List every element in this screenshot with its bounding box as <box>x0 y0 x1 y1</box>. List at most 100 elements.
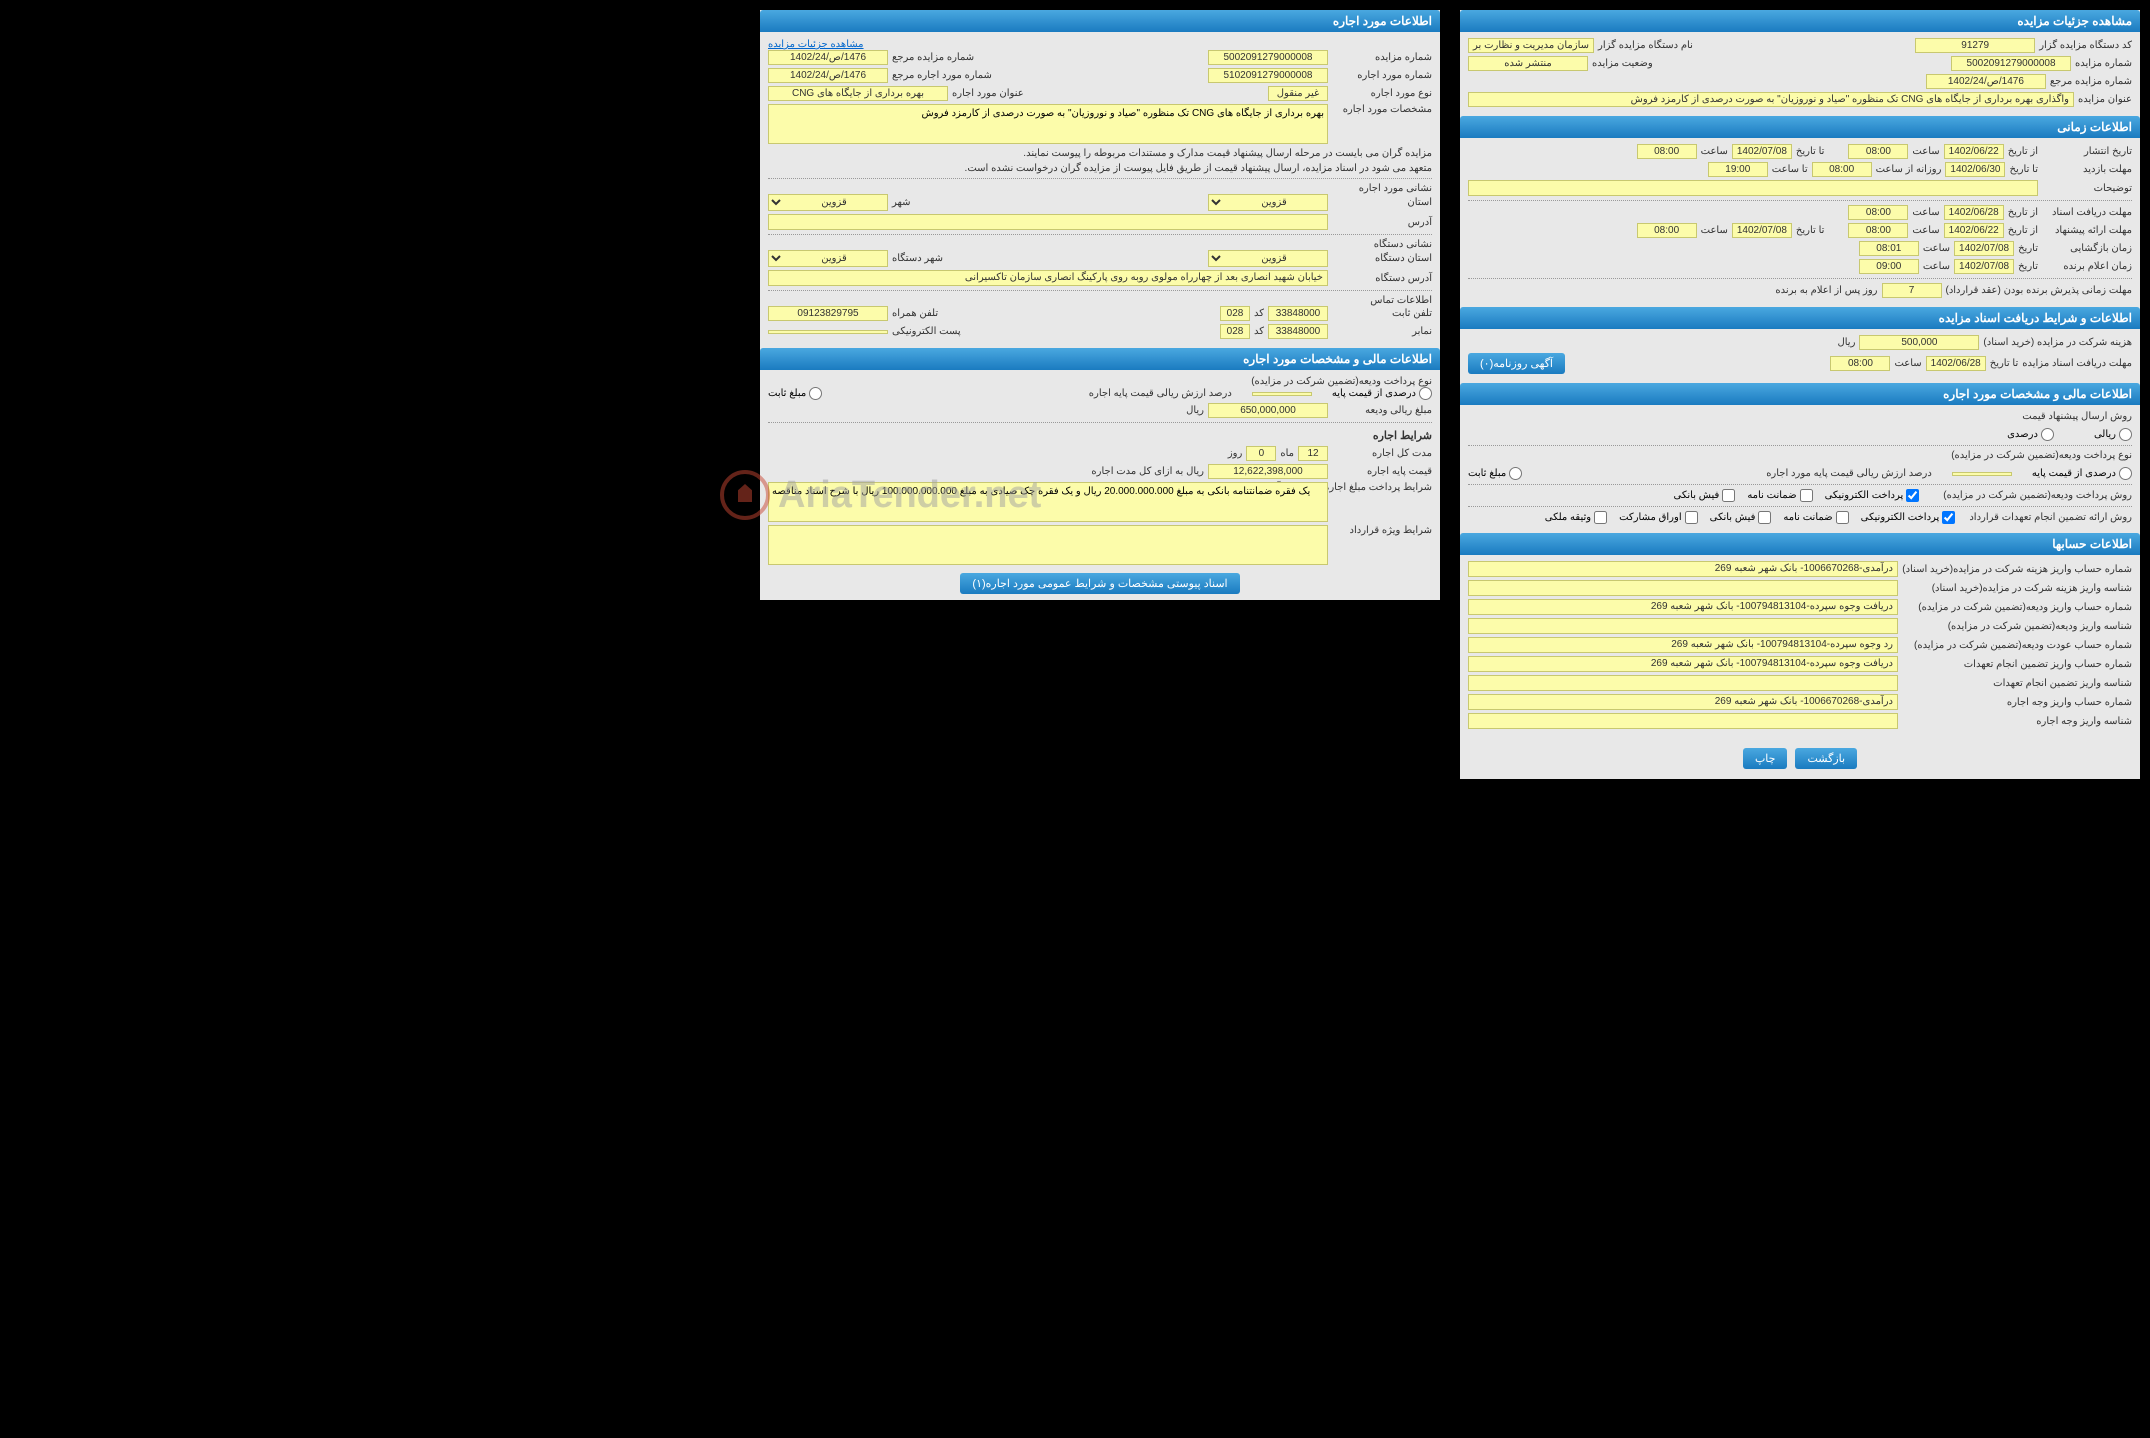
code-value-1: 028 <box>1220 306 1250 321</box>
lease-type-label: نوع مورد اجاره <box>1332 88 1432 99</box>
org-address-value: خیابان شهید انصاری بعد از چهارراه مولوی … <box>768 270 1328 286</box>
to-date-label-1: تا تاریخ <box>1796 146 1825 157</box>
l-radio-fixed[interactable]: مبلغ ثابت <box>768 387 822 400</box>
chk-bank[interactable]: فیش بانکی <box>1674 489 1736 502</box>
ref-no-label: شماره مزایده مرجع <box>2050 76 2132 87</box>
acc6-label: شماره حساب واریز تضمین انجام تعهدات <box>1902 659 2132 670</box>
radio-percent-base[interactable]: درصدی از قیمت پایه <box>2032 467 2132 480</box>
accept-period-label: مهلت زمانی پذیرش برنده بودن (عقد قرارداد… <box>1946 285 2133 296</box>
chk-guarantee2-input[interactable] <box>1836 511 1849 524</box>
acc2-value <box>1468 580 1898 596</box>
acc9-value <box>1468 713 1898 729</box>
chk-stocks[interactable]: اوراق مشارکت <box>1619 511 1698 524</box>
time-label-3: ساعت <box>1912 207 1939 218</box>
mobile-label: تلفن همراه <box>892 308 938 319</box>
to-date-label-2: تا تاریخ <box>2009 164 2038 175</box>
l-radio-fixed-input[interactable] <box>809 387 822 400</box>
separator-6 <box>768 178 1432 179</box>
radio-percent-base-input[interactable] <box>2119 467 2132 480</box>
city-select[interactable]: قزوین <box>768 194 888 211</box>
l-auction-no-label: شماره مزایده <box>1332 52 1432 63</box>
chk-epay2[interactable]: پرداخت الکترونیکی <box>1861 511 1956 524</box>
province-select[interactable]: قزوین <box>1208 194 1328 211</box>
time-body: تاریخ انتشار از تاریخ 1402/06/22 ساعت 08… <box>1460 138 2140 307</box>
section-header-time: اطلاعات زمانی <box>1460 116 2140 138</box>
lease-no: 5102091279000008 <box>1208 68 1328 83</box>
day-label: روز <box>1228 448 1243 459</box>
view-details-link[interactable]: مشاهده جزئیات مزایده <box>768 39 864 50</box>
pub-to-date: 1402/07/08 <box>1732 144 1792 159</box>
date-label-2: تاریخ <box>2018 261 2038 272</box>
radio-percent-input[interactable] <box>2041 428 2054 441</box>
org-city-select[interactable]: قزوین <box>768 250 888 267</box>
lease-ref-label: شماره مورد اجاره مرجع <box>892 70 992 81</box>
months-value: 12 <box>1298 446 1328 461</box>
visit-daily-to: 19:00 <box>1708 162 1768 177</box>
separator <box>1468 200 2132 201</box>
chk-epay2-input[interactable] <box>1942 511 1955 524</box>
l-radio-percent[interactable]: درصدی از قیمت پایه <box>1332 387 1432 400</box>
l-percent-value <box>1252 392 1312 396</box>
percent-value <box>1952 472 2012 476</box>
acc4-label: شناسه واریز ودیعه(تضمین شرکت در مزایده) <box>1902 621 2132 632</box>
chk-stocks-input[interactable] <box>1685 511 1698 524</box>
fee-label: هزینه شرکت در مزایده (خرید اسناد) <box>1983 337 2132 348</box>
visit-label: مهلت بازدید <box>2042 164 2132 175</box>
chk-guarantee2[interactable]: ضمانت نامه <box>1783 511 1848 524</box>
visit-to-date: 1402/06/30 <box>1945 162 2005 177</box>
separator-3 <box>1468 445 2132 446</box>
auction-no-label: شماره مزایده <box>2075 58 2132 69</box>
pub-to-time: 08:00 <box>1637 144 1697 159</box>
acc5-label: شماره حساب عودت ودیعه(تضمین شرکت در مزای… <box>1902 640 2132 651</box>
phone-label: تلفن ثابت <box>1332 308 1432 319</box>
offer-deadline-label: مهلت ارائه پیشنهاد <box>2042 225 2132 236</box>
deposit-amount: 650,000,000 <box>1208 403 1328 418</box>
time-label-1: ساعت <box>1912 146 1939 157</box>
open-label: زمان بازگشایی <box>2042 243 2132 254</box>
newspaper-button[interactable]: آگهی روزنامه(۰) <box>1468 353 1565 374</box>
acc7-value <box>1468 675 1898 691</box>
time-label-7: ساعت <box>1923 261 1950 272</box>
address-value <box>768 214 1328 230</box>
chk-bank2[interactable]: فیش بانکی <box>1710 511 1772 524</box>
accept-unit: روز پس از اعلام به برنده <box>1775 285 1877 296</box>
radio-rial-input[interactable] <box>2119 428 2132 441</box>
chk-guarantee[interactable]: ضمانت نامه <box>1747 489 1812 502</box>
winner-time: 09:00 <box>1859 259 1919 274</box>
from-date-label-1: از تاریخ <box>2008 146 2038 157</box>
radio-rial[interactable]: ریالی <box>2094 428 2132 441</box>
button-row: بازگشت چاپ <box>1460 738 2140 779</box>
chk-bank2-input[interactable] <box>1758 511 1771 524</box>
base-price-label: قیمت پایه اجاره <box>1332 466 1432 477</box>
visit-daily-to-label: تا ساعت <box>1772 164 1808 175</box>
month-label: ماه <box>1280 448 1294 459</box>
acc6-value: دریافت وجوه سپرده-100794813104- بانک شهر… <box>1468 656 1898 672</box>
radio-fixed[interactable]: مبلغ ثابت <box>1468 467 1522 480</box>
doc-deadline2-label: مهلت دریافت اسناد مزایده <box>2022 358 2132 369</box>
percent-arzesh-label: درصد ارزش ریالی قیمت پایه مورد اجاره <box>1766 468 1932 479</box>
print-button[interactable]: چاپ <box>1743 748 1788 769</box>
chk-bank-input[interactable] <box>1722 489 1735 502</box>
chk-epay[interactable]: پرداخت الکترونیکی <box>1825 489 1920 502</box>
back-button[interactable]: بازگشت <box>1795 748 1857 769</box>
status-value: منتشر شده <box>1468 56 1588 71</box>
acc9-label: شناسه واریز وجه اجاره <box>1902 716 2132 727</box>
chk-property[interactable]: وثیقه ملکی <box>1545 511 1607 524</box>
note-2: متعهد می شود در اسناد مزایده، ارسال پیشن… <box>768 163 1432 174</box>
radio-percent[interactable]: درصدی <box>2007 428 2054 441</box>
title-value: واگذاری بهره برداری از جایگاه های CNG تک… <box>1468 92 2074 107</box>
date-label-1: تاریخ <box>2018 243 2038 254</box>
radio-fixed-input[interactable] <box>1509 467 1522 480</box>
org-province-select[interactable]: قزوین <box>1208 250 1328 267</box>
auction-no-value: 5002091279000008 <box>1951 56 2071 71</box>
chk-guarantee-input[interactable] <box>1800 489 1813 502</box>
acc1-value: درآمدی-1006670268- بانک شهر شعبه 269 <box>1468 561 1898 577</box>
offer-method-label: روش ارسال پیشنهاد قیمت <box>1468 411 2132 422</box>
docs-button[interactable]: اسناد پیوستی مشخصات و شرایط عمومی مورد ا… <box>960 573 1239 594</box>
chk-property-input[interactable] <box>1594 511 1607 524</box>
to-date-label-3: تا تاریخ <box>1796 225 1825 236</box>
time-label-5: ساعت <box>1701 225 1728 236</box>
chk-epay-input[interactable] <box>1906 489 1919 502</box>
lease-no-label: شماره مورد اجاره <box>1332 70 1432 81</box>
l-radio-percent-input[interactable] <box>1419 387 1432 400</box>
